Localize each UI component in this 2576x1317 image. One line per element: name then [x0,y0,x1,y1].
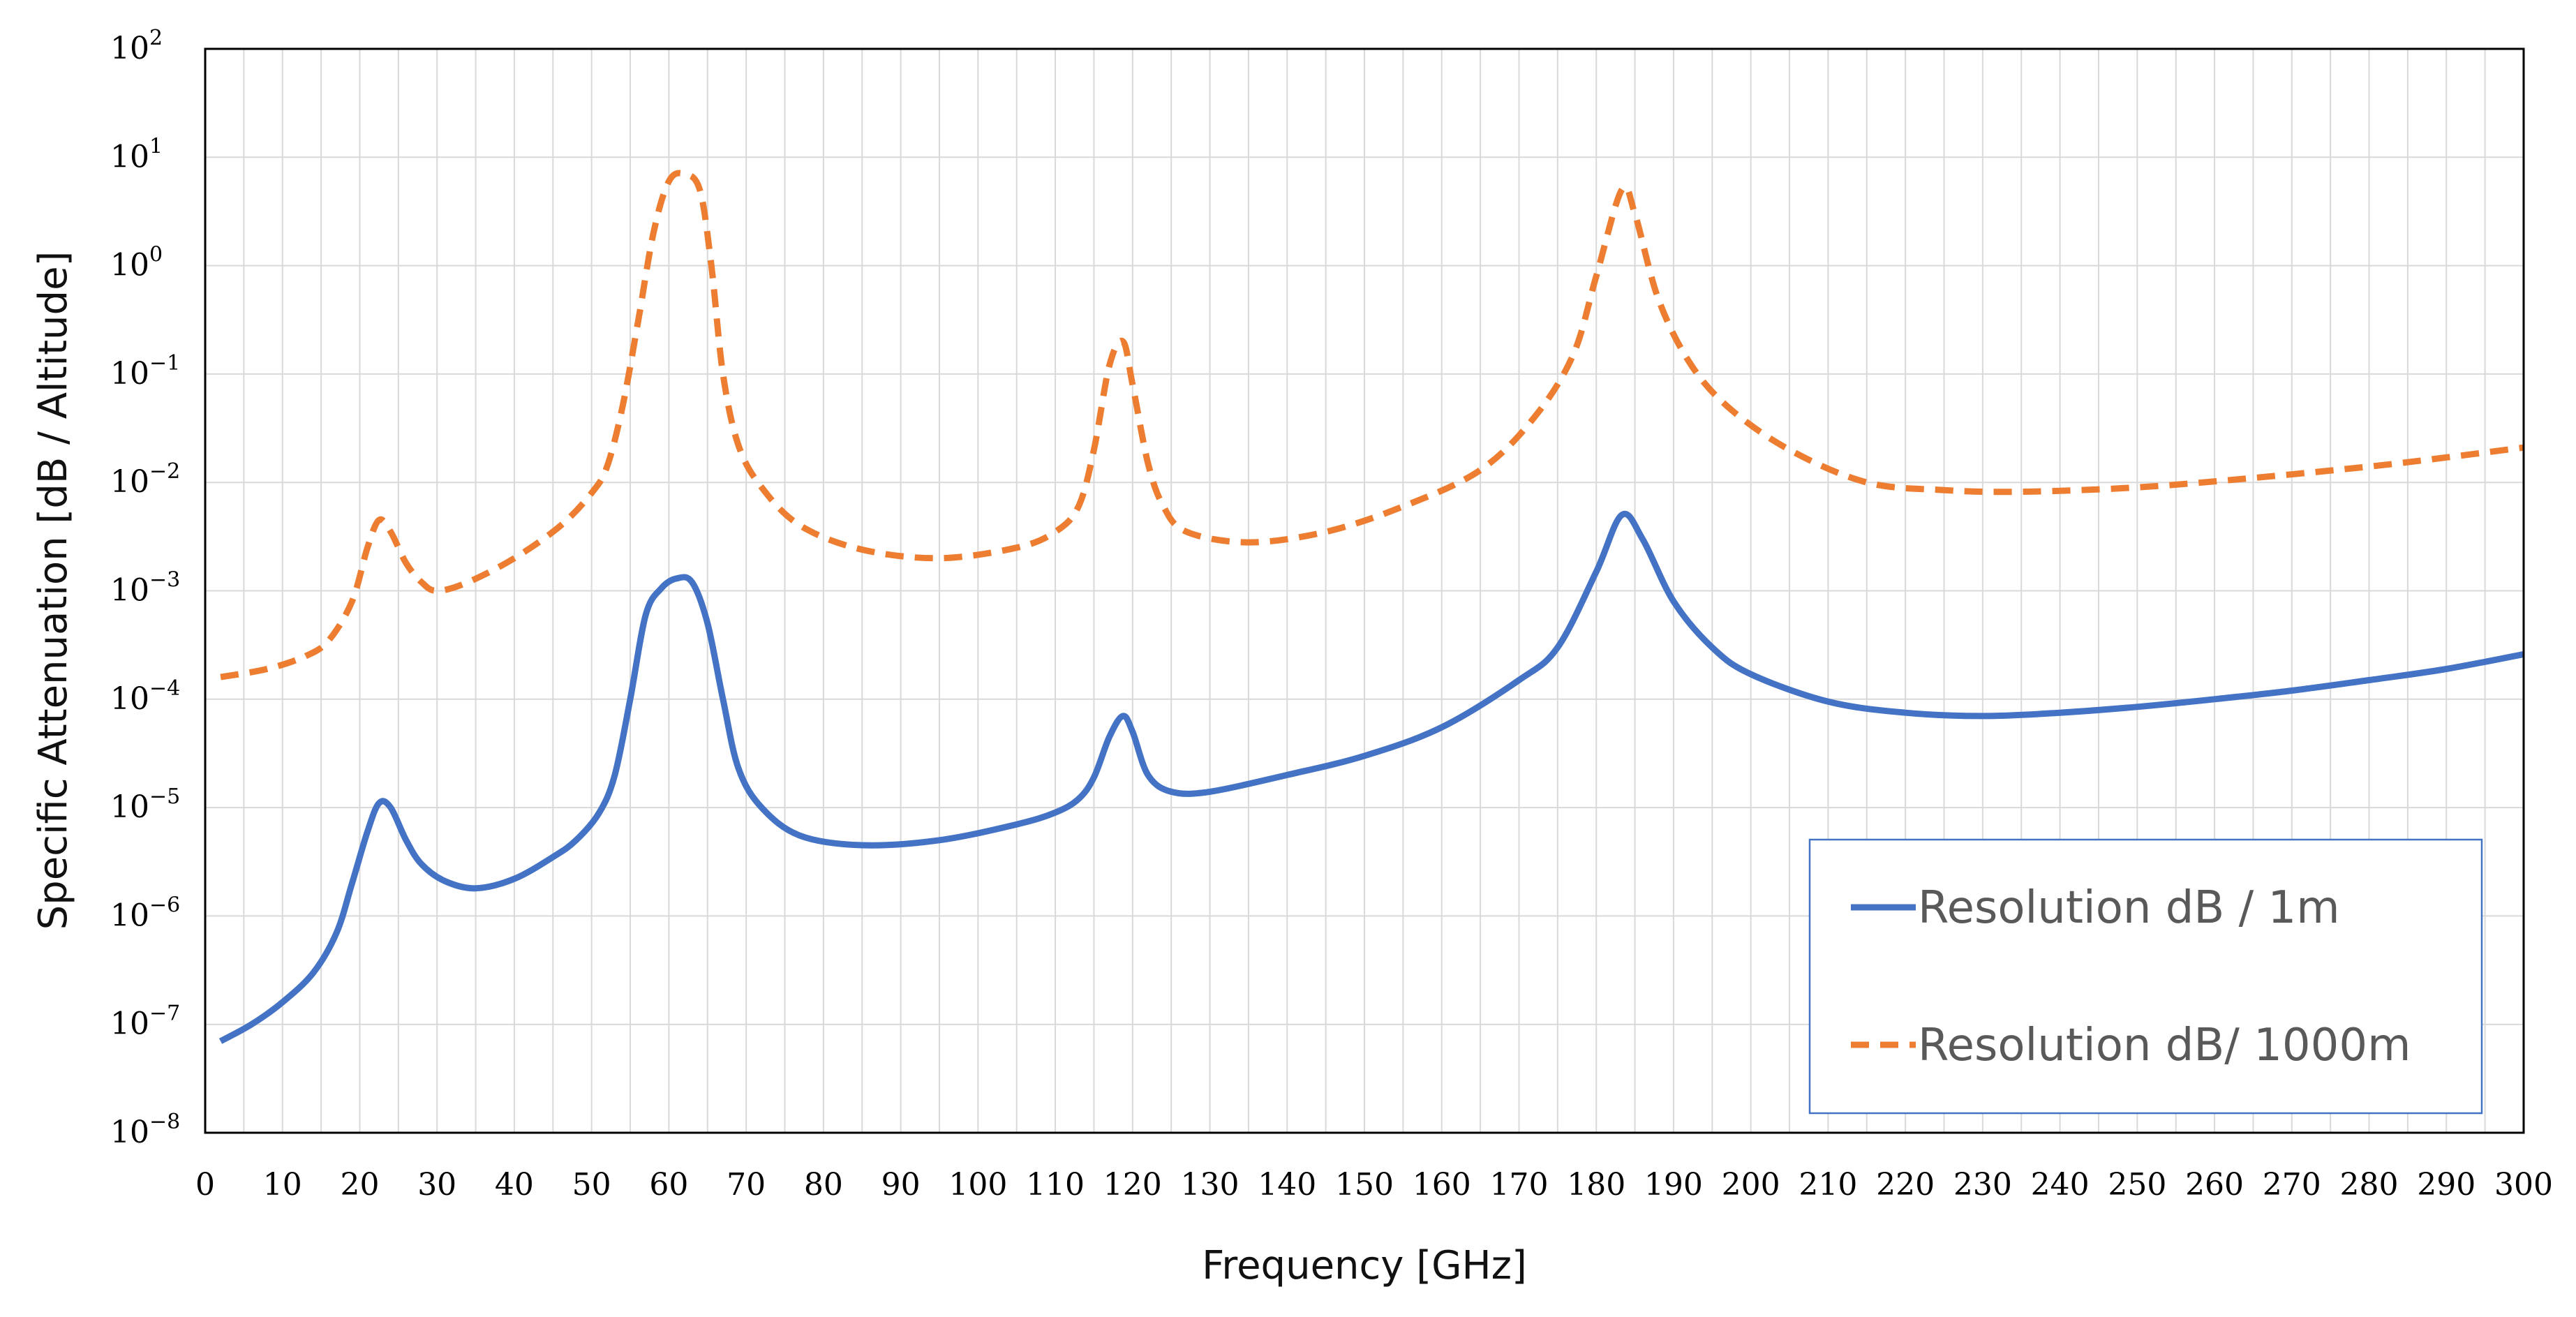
y-tick-label: 10−5 [110,784,180,825]
x-tick-label: 210 [1799,1167,1857,1203]
x-tick-label: 290 [2417,1167,2476,1203]
x-tick-label: 170 [1489,1167,1548,1203]
series-lines [218,170,2524,1044]
x-tick-label: 180 [1567,1167,1625,1203]
y-tick-label: 10−8 [110,1110,180,1150]
x-tick-label: 240 [2031,1167,2090,1203]
x-tick-label: 110 [1026,1167,1085,1203]
x-tick-label: 300 [2494,1167,2553,1203]
x-tick-label: 20 [340,1167,379,1203]
x-tick-label: 80 [804,1167,843,1203]
y-axis-title: Specific Attenuation [dB / Altitude] [31,251,76,930]
x-tick-label: 280 [2340,1167,2399,1203]
x-tick-label: 70 [727,1167,766,1203]
x-tick-label: 250 [2108,1167,2166,1203]
x-tick-label: 60 [649,1167,688,1203]
x-tick-label: 0 [195,1167,215,1203]
series-line-1m [218,510,2524,1044]
x-tick-label: 150 [1335,1167,1394,1203]
x-axis-title: Frequency [GHz] [1202,1243,1527,1288]
legend-box [1808,838,2483,1115]
legend: Resolution dB / 1m Resolution dB/ 1000m [1808,838,2483,1115]
x-tick-label: 30 [417,1167,456,1203]
x-tick-label: 200 [1722,1167,1780,1203]
x-tick-label: 140 [1258,1167,1316,1203]
legend-label-1000m: Resolution dB/ 1000m [1918,1020,2411,1071]
x-tick-label: 130 [1181,1167,1239,1203]
x-tick-label: 90 [881,1167,921,1203]
x-tick-label: 160 [1413,1167,1471,1203]
y-tick-label: 101 [110,134,163,174]
y-tick-label: 10−7 [110,1002,180,1042]
x-tick-label: 270 [2263,1167,2321,1203]
x-tick-label: 230 [1953,1167,2012,1203]
x-tick-labels: 0 10 20 30 40 50 60 70 80 90 100 110 120 130 140 150 160… [195,1167,2553,1203]
y-tick-label: 10−1 [110,351,180,392]
y-tick-label: 10−4 [110,676,180,717]
y-tick-label: 10−2 [110,459,180,500]
legend-label-1m: Resolution dB / 1m [1918,882,2340,934]
y-tick-label: 100 [110,243,163,283]
series-line-1000m [220,170,2524,680]
x-tick-label: 220 [1876,1167,1935,1203]
plot-frame [204,47,2525,1134]
x-tick-label: 190 [1644,1167,1703,1203]
x-tick-label: 100 [948,1167,1007,1203]
x-tick-label: 120 [1103,1167,1162,1203]
x-tick-label: 40 [495,1167,534,1203]
x-tick-label: 50 [572,1167,611,1203]
y-tick-labels: 102 101 100 10−1 10−2 10−3 10−4 10−5 10−6 10−7 10−… [110,26,180,1150]
x-tick-label: 10 [263,1167,302,1203]
x-tick-label: 260 [2185,1167,2244,1203]
y-tick-label: 10−3 [110,568,180,609]
y-tick-label: 102 [110,26,163,66]
y-tick-label: 10−6 [110,893,180,933]
